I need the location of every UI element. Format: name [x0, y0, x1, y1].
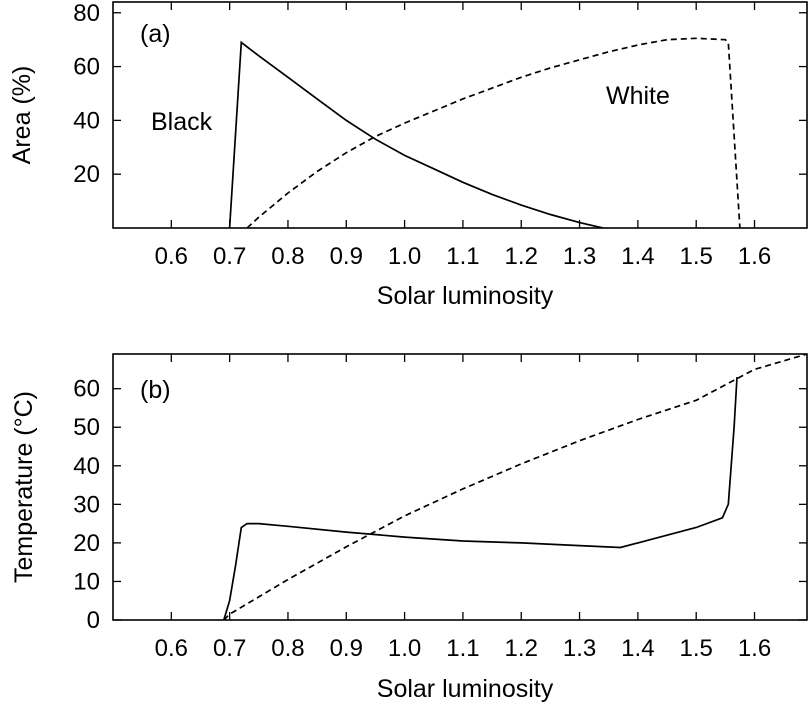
series-line-solid — [222, 377, 738, 620]
y-axis-label: Temperature (°C) — [10, 391, 38, 583]
x-tick-label: 1.4 — [621, 243, 654, 270]
series-annotation-black: Black — [151, 108, 213, 136]
series-annotation-white: White — [606, 82, 670, 110]
x-tick-label: 1.3 — [563, 243, 596, 270]
series-line-black — [228, 40, 604, 228]
y-tick-label: 20 — [73, 161, 100, 188]
panel-label: (a) — [140, 20, 171, 48]
panel-label: (b) — [140, 376, 171, 404]
series-line-white — [246, 37, 741, 228]
y-tick-label: 80 — [73, 0, 100, 27]
x-tick-label: 1.0 — [388, 243, 421, 270]
x-tick-label: 1.2 — [505, 635, 538, 662]
x-axis-label: Solar luminosity — [377, 282, 554, 310]
x-tick-label: 1.1 — [446, 635, 479, 662]
x-tick-label: 1.5 — [680, 635, 713, 662]
y-tick-label: 50 — [73, 414, 100, 441]
x-tick-label: 0.9 — [330, 635, 363, 662]
x-tick-label: 1.4 — [621, 635, 654, 662]
x-tick-label: 0.7 — [213, 243, 246, 270]
x-tick-label: 1.5 — [680, 243, 713, 270]
x-tick-label: 0.9 — [330, 243, 363, 270]
y-tick-label: 20 — [73, 530, 100, 557]
y-tick-label: 40 — [73, 453, 100, 480]
x-tick-label: 0.6 — [155, 635, 188, 662]
x-tick-label: 1.1 — [446, 243, 479, 270]
y-tick-label: 10 — [73, 568, 100, 595]
series-line-dashed — [223, 354, 807, 620]
y-tick-label: 30 — [73, 491, 100, 518]
x-tick-label: 1.0 — [388, 635, 421, 662]
x-tick-label: 0.6 — [155, 243, 188, 270]
x-tick-label: 1.2 — [505, 243, 538, 270]
x-tick-label: 1.6 — [738, 243, 771, 270]
y-tick-label: 0 — [87, 607, 100, 634]
y-tick-label: 60 — [73, 54, 100, 81]
x-tick-label: 0.8 — [271, 635, 304, 662]
plot-frame-b — [112, 353, 808, 621]
y-tick-label: 60 — [73, 376, 100, 403]
plot-frame-a — [112, 1, 808, 229]
y-axis-label: Area (%) — [8, 66, 36, 165]
y-tick-label: 40 — [73, 107, 100, 134]
x-tick-label: 1.6 — [738, 635, 771, 662]
x-tick-label: 0.7 — [213, 635, 246, 662]
x-axis-label: Solar luminosity — [377, 675, 554, 703]
x-tick-label: 0.8 — [271, 243, 304, 270]
x-tick-label: 1.3 — [563, 635, 596, 662]
